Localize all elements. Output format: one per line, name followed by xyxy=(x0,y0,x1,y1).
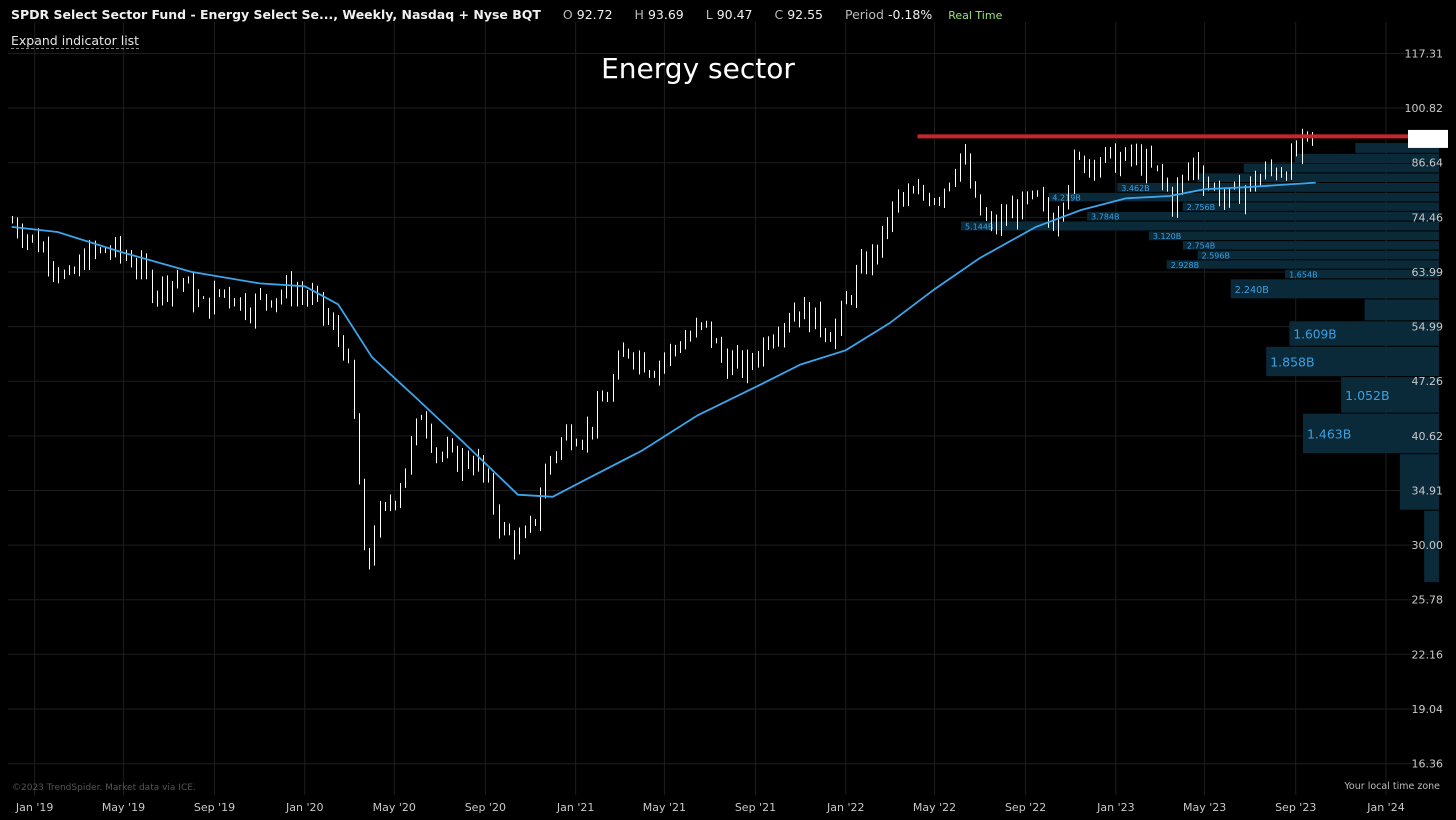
volume-profile-bar xyxy=(1399,454,1439,510)
y-tick-label: 86.64 xyxy=(1412,157,1444,170)
volume-profile-label: 1.463B xyxy=(1307,426,1351,441)
volume-profile-bar xyxy=(961,221,1439,231)
volume-profile-bar xyxy=(1197,173,1439,182)
volume-profile-label: 4.219B xyxy=(1052,194,1080,203)
volume-profile-bar xyxy=(1294,153,1439,163)
symbol-name: SPDR Select Sector Fund - Energy Select … xyxy=(11,7,541,22)
volume-profile-label: 3.462B xyxy=(1121,184,1149,193)
high-value: 93.69 xyxy=(647,7,684,22)
x-tick-label: Sep '19 xyxy=(194,801,235,814)
volume-profile-label: 2.756B xyxy=(1187,203,1215,212)
chart-grid xyxy=(8,22,1440,795)
y-tick-label: 117.31 xyxy=(1405,47,1444,60)
y-tick-label: 19.04 xyxy=(1412,703,1444,716)
period-label: Period xyxy=(845,7,884,22)
y-tick-label: 74.46 xyxy=(1412,211,1444,224)
volume-profile-label: 1.858B xyxy=(1270,354,1314,369)
open-label: O xyxy=(562,7,573,22)
x-tick-label: Jan '21 xyxy=(556,801,594,814)
x-tick-label: Sep '22 xyxy=(1005,801,1046,814)
chart-header: SPDR Select Sector Fund - Energy Select … xyxy=(11,7,1002,22)
volume-profile-bar xyxy=(1289,321,1439,346)
x-tick-label: May '21 xyxy=(643,801,686,814)
copyright-text: ©2023 TrendSpider. Market data via ICE. xyxy=(12,783,196,793)
x-tick-label: Sep '21 xyxy=(735,801,776,814)
volume-profile-label: 1.654B xyxy=(1289,270,1317,279)
volume-profile-bar xyxy=(1197,250,1439,260)
x-tick-label: Jan '23 xyxy=(1096,801,1134,814)
y-tick-label: 54.99 xyxy=(1412,321,1444,334)
volume-profile-bar xyxy=(1302,413,1439,454)
volume-profile-bar xyxy=(1285,269,1439,279)
volume-profile-bar xyxy=(1117,182,1439,192)
y-tick-label: 25.78 xyxy=(1412,594,1444,607)
last-price-marker xyxy=(1408,129,1448,148)
x-tick-label: Jan '24 xyxy=(1366,801,1404,814)
volume-profile-bar xyxy=(1341,377,1439,413)
y-tick-label: 47.26 xyxy=(1412,375,1444,388)
volume-profile-label: 5.144B xyxy=(965,222,993,231)
y-tick-label: 100.82 xyxy=(1405,102,1444,115)
y-tick-label: 40.62 xyxy=(1412,430,1444,443)
open-value: 92.72 xyxy=(576,7,613,22)
y-tick-label: 34.91 xyxy=(1412,484,1444,497)
x-tick-label: May '23 xyxy=(1183,801,1226,814)
close-value: 92.55 xyxy=(787,7,824,22)
x-tick-label: May '20 xyxy=(373,801,416,814)
period-value: -0.18% xyxy=(887,7,933,22)
x-tick-label: Jan '20 xyxy=(285,801,323,814)
volume-profile-bar xyxy=(1148,231,1439,241)
volume-profile-bar xyxy=(1087,211,1439,221)
volume-profile-bar xyxy=(1182,202,1439,211)
volume-profile-bar xyxy=(1048,192,1439,202)
y-tick-label: 63.99 xyxy=(1412,266,1444,279)
volume-profile-label: 2.754B xyxy=(1187,242,1215,251)
y-tick-label: 22.16 xyxy=(1412,648,1444,661)
close-label: C xyxy=(774,7,784,22)
volume-profile-bar xyxy=(1243,163,1439,173)
moving-average-line xyxy=(11,181,1316,498)
volume-profile-label: 3.120B xyxy=(1153,232,1181,241)
volume-profile-bar xyxy=(1364,299,1439,321)
volume-profile-bar xyxy=(1230,279,1439,299)
x-tick-label: Sep '23 xyxy=(1275,801,1316,814)
chart-title: Energy sector xyxy=(601,52,795,85)
x-tick-label: May '19 xyxy=(102,801,145,814)
y-tick-label: 30.00 xyxy=(1412,539,1444,552)
y-axis: 117.31 100.82 86.64 74.46 63.99 54.99 47.26 40.… xyxy=(1405,47,1444,770)
x-tick-label: Jan '19 xyxy=(15,801,53,814)
volume-profile-label: 2.596B xyxy=(1202,251,1230,260)
volume-profile-label: 1.609B xyxy=(1293,327,1336,341)
high-label: H xyxy=(634,7,644,22)
x-axis: Jan '19 May '19 Sep '19 Jan '20 May '20 Sep '… xyxy=(15,801,1405,814)
x-tick-label: Sep '20 xyxy=(465,801,506,814)
volume-profile-label: 2.240B xyxy=(1235,285,1269,296)
volume-profile-bar xyxy=(1355,143,1439,153)
x-tick-label: Jan '22 xyxy=(826,801,864,814)
volume-profile-bar xyxy=(1166,260,1439,269)
x-tick-label: May '22 xyxy=(913,801,956,814)
volume-profile-label: 3.784B xyxy=(1091,213,1119,222)
realtime-badge: Real Time xyxy=(948,9,1003,22)
volume-profile: 3.462B 4.219B 2.756B 3.784B 5.144B 3.120B 2.75… xyxy=(961,143,1439,583)
volume-profile-label: 2.928B xyxy=(1171,261,1199,270)
y-tick-label: 16.36 xyxy=(1412,758,1444,771)
volume-profile-bar xyxy=(1182,241,1439,250)
volume-profile-label: 1.052B xyxy=(1345,388,1389,403)
expand-indicator-list-link[interactable]: Expand indicator list xyxy=(11,33,140,49)
volume-profile-bar xyxy=(1266,346,1439,377)
volume-profile-bar xyxy=(1424,510,1439,583)
low-value: 90.47 xyxy=(716,7,753,22)
low-label: L xyxy=(705,7,713,22)
timezone-button[interactable]: Your local time zone xyxy=(1344,781,1440,792)
